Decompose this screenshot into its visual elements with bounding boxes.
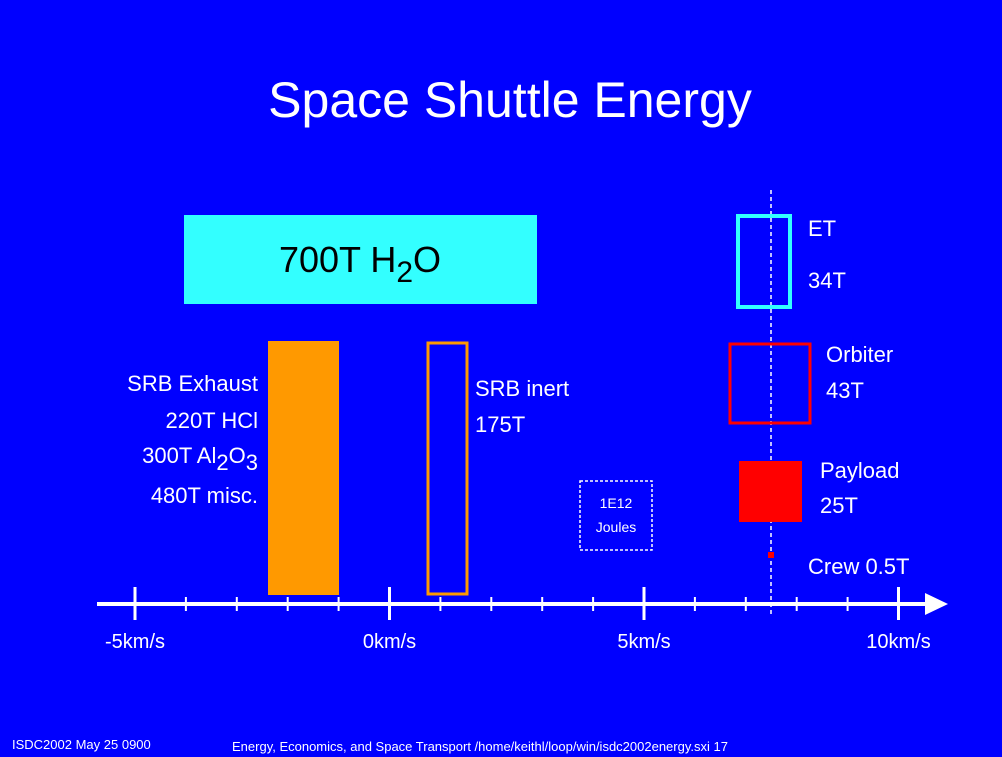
payload-name: Payload	[820, 458, 900, 483]
payload-mass: 25T	[820, 493, 858, 518]
et-mass: 34T	[808, 268, 846, 293]
text-line: SRB Exhaust	[127, 371, 258, 396]
axis-label: 10km/s	[866, 631, 930, 653]
subscript: 3	[246, 450, 258, 475]
text-line: 300T Al2O3	[142, 443, 258, 475]
water-label: 700T H2O	[279, 239, 441, 289]
text-part: 300T Al	[142, 443, 216, 468]
text-part: 220T HCl	[165, 408, 258, 433]
axis-label: 5km/s	[617, 631, 670, 653]
text-part: 700T H	[279, 239, 396, 280]
subscript: 2	[396, 256, 413, 289]
crew-dot	[768, 552, 774, 558]
axis-label: -5km/s	[105, 631, 165, 653]
srb-inert-mass: 175T	[475, 412, 525, 437]
text-line: 220T HCl	[165, 408, 258, 433]
crew-label: Crew 0.5T	[808, 554, 909, 579]
text-part: O	[229, 443, 246, 468]
subscript: 2	[216, 450, 228, 475]
footer-right: Energy, Economics, and Space Transport /…	[232, 739, 728, 754]
energy-text: 1E12	[600, 495, 633, 511]
srb-inert-box	[426, 341, 469, 596]
srb-inert-name: SRB inert	[475, 376, 569, 401]
title: Space Shuttle Energy	[268, 72, 752, 128]
text-part: SRB Exhaust	[127, 371, 258, 396]
axis-arrow	[925, 593, 948, 615]
axis-label: 0km/s	[363, 631, 416, 653]
water-box	[184, 215, 537, 304]
et-box	[736, 214, 792, 309]
orbiter-name: Orbiter	[826, 342, 893, 367]
energy-text: Joules	[596, 519, 636, 535]
text-part: 480T misc.	[151, 483, 258, 508]
orbiter-box	[728, 342, 812, 425]
text-line: 480T misc.	[151, 483, 258, 508]
srb-exhaust-text: SRB Exhaust 220T HCl 300T Al2O3 480T mis…	[127, 371, 258, 508]
srb-exhaust-bar	[268, 341, 339, 595]
velocity-axis	[97, 587, 948, 620]
footer-left: ISDC2002 May 25 0900	[12, 737, 151, 752]
et-name: ET	[808, 216, 836, 241]
orbiter-mass: 43T	[826, 378, 864, 403]
energy-box	[579, 480, 653, 551]
payload-box	[739, 461, 802, 522]
text-part: O	[413, 239, 441, 280]
